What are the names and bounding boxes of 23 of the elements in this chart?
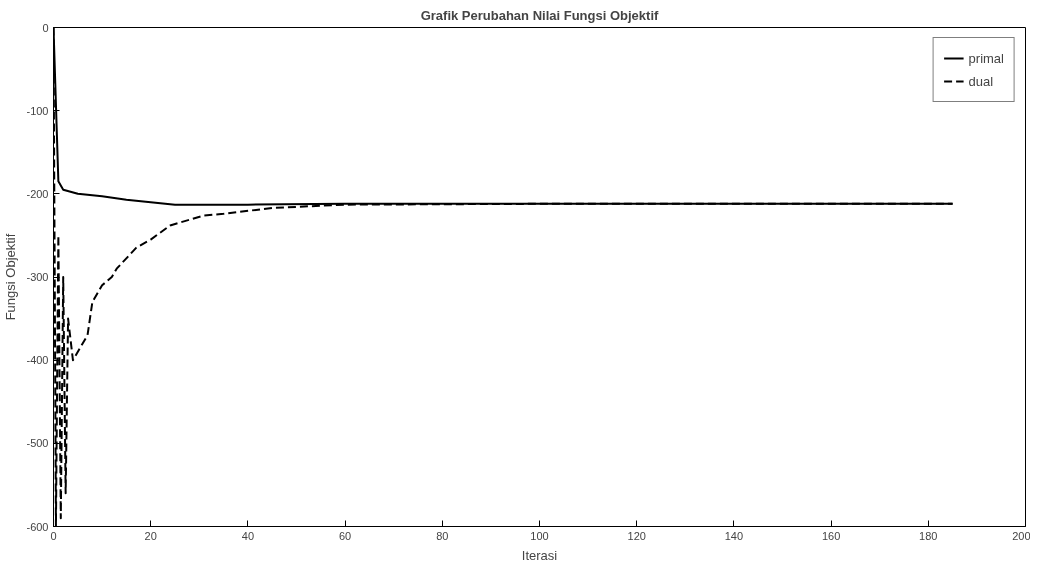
x-tick-label: 20 xyxy=(144,529,157,542)
x-tick-label: 100 xyxy=(530,529,549,542)
x-tick-label: 160 xyxy=(821,529,841,542)
x-tick-label: 0 xyxy=(50,529,57,542)
x-tick-label: 140 xyxy=(724,529,744,542)
x-tick-label: 200 xyxy=(1012,529,1031,542)
chart-title: Grafik Perubahan Nilai Fungsi Objektif xyxy=(420,7,659,23)
x-tick-label: 80 xyxy=(436,529,449,542)
x-tick-label: 180 xyxy=(919,529,938,542)
y-tick-label: -200 xyxy=(26,187,49,200)
y-tick-label: -300 xyxy=(26,271,49,283)
x-tick-label: 120 xyxy=(627,529,646,542)
y-axis-title: Fungsi Objektif xyxy=(3,233,19,321)
x-axis-title: Iterasi xyxy=(521,547,558,563)
y-tick-label: -100 xyxy=(26,104,49,117)
y-tick-label: -600 xyxy=(26,520,49,533)
y-tick-label: -400 xyxy=(26,354,49,367)
x-tick-label: 40 xyxy=(241,529,255,542)
y-tick-label: -500 xyxy=(26,437,49,450)
x-tick-label: 60 xyxy=(338,529,352,542)
legend-label: primal xyxy=(968,50,1004,66)
y-tick-label: 0 xyxy=(42,21,49,34)
legend-label: dual xyxy=(968,73,994,89)
